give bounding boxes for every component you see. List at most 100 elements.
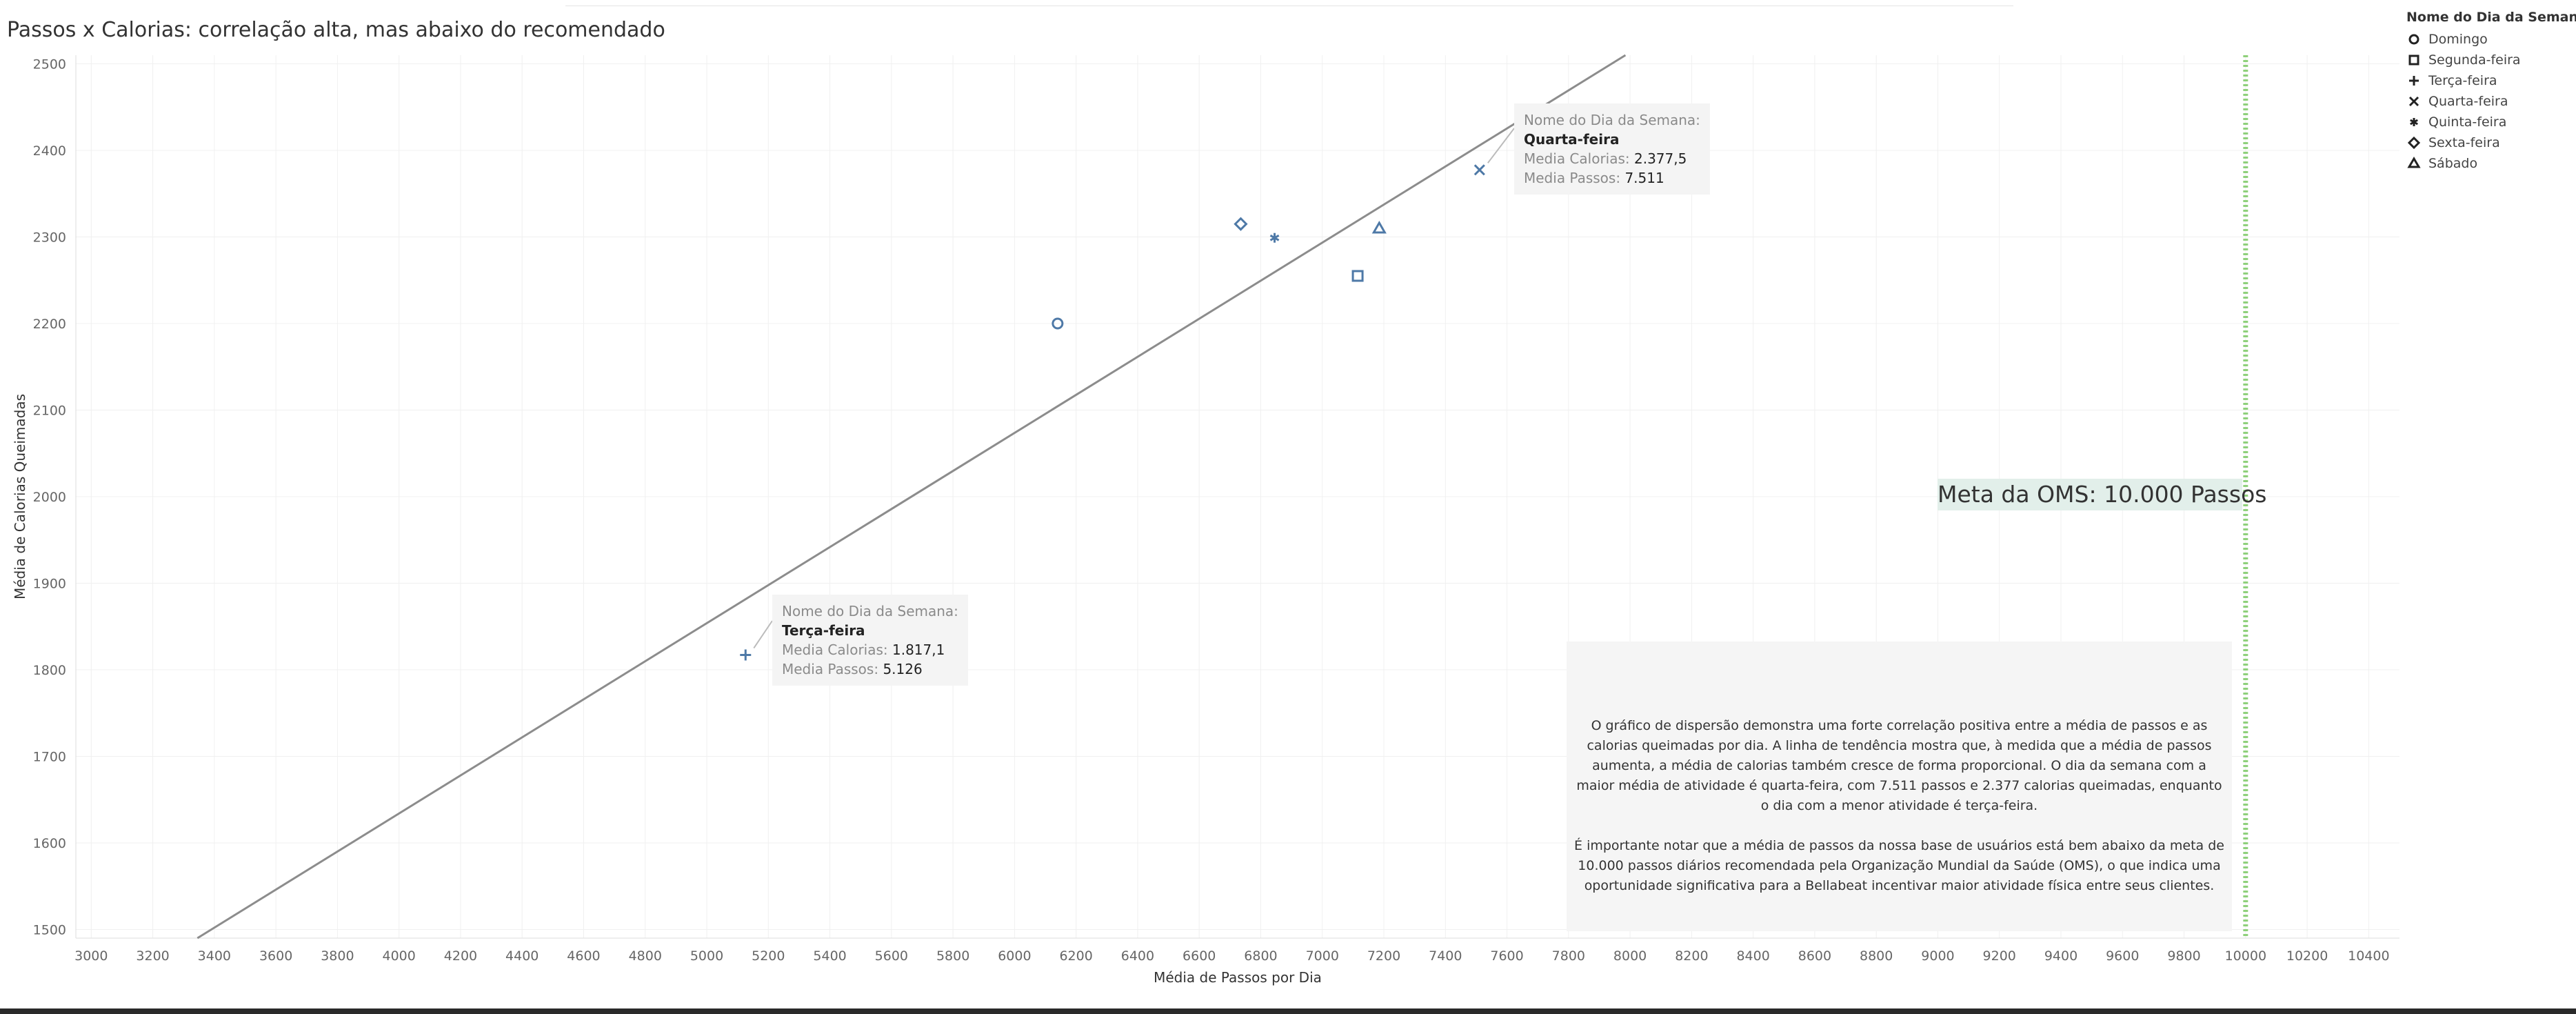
x-axis-title: Média de Passos por Dia — [1154, 969, 1322, 986]
legend-marker-square — [2408, 54, 2419, 66]
data-point-circle — [1051, 317, 1064, 330]
y-tick-label: 1600 — [33, 836, 66, 851]
x-tick-label: 3800 — [321, 948, 354, 964]
legend-item[interactable]: Domingo — [2406, 29, 2576, 50]
legend-item[interactable]: Quinta-feira — [2406, 112, 2576, 132]
x-tick-label: 6800 — [1244, 948, 1277, 964]
legend-label: Sábado — [2428, 156, 2478, 171]
x-tick-label: 7400 — [1429, 948, 1462, 964]
tooltip-steps-label: Media Passos: — [782, 661, 879, 677]
cross-icon — [2408, 96, 2419, 107]
legend-marker-asterisk — [2410, 118, 2418, 126]
x-tick-label: 6600 — [1183, 948, 1216, 964]
x-tick-label: 9800 — [2167, 948, 2200, 964]
annotation-box: O gráfico de dispersão demonstra uma for… — [1567, 642, 2232, 931]
x-tick-label: 4600 — [567, 948, 600, 964]
x-tick-label: 5000 — [690, 948, 723, 964]
x-tick-label: 4400 — [505, 948, 539, 964]
y-axis-title: Média de Calorias Queimadas — [12, 394, 28, 599]
legend-marker-cross — [2408, 96, 2419, 107]
data-point-plus — [740, 649, 752, 661]
tooltip-steps-label: Media Passos: — [1524, 170, 1621, 186]
x-tick-label: 3400 — [198, 948, 231, 964]
tooltip-day: Terça-feira — [782, 622, 865, 639]
x-tick-label: 3000 — [74, 948, 108, 964]
x-tick-label: 6400 — [1121, 948, 1154, 964]
tooltip-cal-label: Media Calorias: — [1524, 150, 1630, 167]
tooltip-day: Quarta-feira — [1524, 131, 1620, 148]
x-tick-label: 5600 — [875, 948, 908, 964]
y-tick-label: 2200 — [33, 317, 66, 332]
y-tick-label: 2500 — [33, 57, 66, 72]
x-tick-label: 9600 — [2106, 948, 2139, 964]
tooltip-steps-value: 5.126 — [883, 661, 923, 677]
legend-item[interactable]: Sábado — [2406, 153, 2576, 174]
legend-item[interactable]: Terça-feira — [2406, 70, 2576, 91]
y-tick-label: 2300 — [33, 230, 66, 246]
x-tick-label: 8800 — [1860, 948, 1893, 964]
x-tick-label: 10400 — [2348, 948, 2389, 964]
legend-item[interactable]: Sexta-feira — [2406, 132, 2576, 153]
x-tick-label: 6200 — [1059, 948, 1092, 964]
legend: Nome do Dia da Semana Domingo Segunda-fei… — [2406, 10, 2576, 174]
legend-label: Quarta-feira — [2428, 94, 2508, 109]
tooltip-heading: Nome do Dia da Semana: — [1524, 112, 1700, 128]
legend-label: Sexta-feira — [2428, 135, 2500, 150]
legend-title: Nome do Dia da Semana — [2406, 10, 2576, 25]
tooltip-steps-value: 7.511 — [1624, 170, 1664, 186]
tooltip-cal-value: 1.817,1 — [892, 642, 945, 658]
x-tick-label: 8000 — [1613, 948, 1647, 964]
x-tick-label: 7600 — [1490, 948, 1523, 964]
legend-marker-triangle — [2407, 157, 2421, 168]
data-point-asterisk — [1269, 232, 1280, 243]
data-point-diamond — [1234, 217, 1248, 231]
data-point-cross — [1473, 164, 1485, 176]
legend-item[interactable]: Quarta-feira — [2406, 91, 2576, 112]
x-tick-label: 9000 — [1921, 948, 1954, 964]
annotation-paragraph-2: É importante notar que a média de passos… — [1574, 838, 2224, 893]
x-tick-label: 10000 — [2225, 948, 2266, 964]
data-point-triangle — [1371, 220, 1387, 234]
legend-marker-plus — [2409, 76, 2419, 86]
x-tick-label: 4000 — [382, 948, 415, 964]
annotation-paragraph-1: O gráfico de dispersão demonstra uma for… — [1576, 718, 2222, 813]
legend-label: Quinta-feira — [2428, 115, 2507, 130]
tooltip-heading: Nome do Dia da Semana: — [782, 603, 958, 619]
x-tick-label: 3200 — [136, 948, 169, 964]
x-tick-label: 8200 — [1675, 948, 1708, 964]
x-tick-label: 7200 — [1367, 948, 1400, 964]
x-tick-label: 4800 — [629, 948, 662, 964]
x-tick-label: 9400 — [2044, 948, 2077, 964]
x-tick-label: 5400 — [813, 948, 846, 964]
legend-marker-diamond — [2407, 136, 2421, 150]
y-tick-label: 1800 — [33, 663, 66, 678]
triangle-icon — [2407, 157, 2421, 168]
x-tick-label: 3600 — [259, 948, 292, 964]
chart-title: Passos x Calorias: correlação alta, mas … — [7, 18, 665, 42]
tooltip-cal-label: Media Calorias: — [782, 642, 888, 658]
circle-icon — [2408, 34, 2419, 45]
asterisk-icon — [2410, 118, 2418, 126]
tooltip-quarta-feira: Nome do Dia da Semana: Quarta-feira Medi… — [1514, 103, 1710, 195]
legend-label: Segunda-feira — [2428, 52, 2521, 68]
footer-bar — [0, 1008, 2576, 1014]
data-point-square — [1351, 270, 1364, 282]
x-tick-label: 8600 — [1798, 948, 1831, 964]
x-tick-label: 5200 — [752, 948, 785, 964]
tooltip-leader — [753, 620, 773, 649]
tooltip-cal-value: 2.377,5 — [1634, 150, 1687, 167]
x-tick-label: 6000 — [998, 948, 1031, 964]
legend-label: Domingo — [2428, 32, 2488, 47]
trend-line — [197, 54, 1627, 940]
square-icon — [2408, 54, 2419, 66]
legend-marker-circle — [2408, 34, 2419, 45]
plus-icon — [2409, 76, 2419, 86]
y-tick-label: 1900 — [33, 576, 66, 591]
legend-label: Terça-feira — [2428, 73, 2497, 88]
legend-item[interactable]: Segunda-feira — [2406, 50, 2576, 70]
x-tick-label: 10200 — [2286, 948, 2328, 964]
y-tick-label: 2000 — [33, 490, 66, 505]
x-tick-label: 4200 — [444, 948, 477, 964]
x-tick-label: 5800 — [936, 948, 969, 964]
